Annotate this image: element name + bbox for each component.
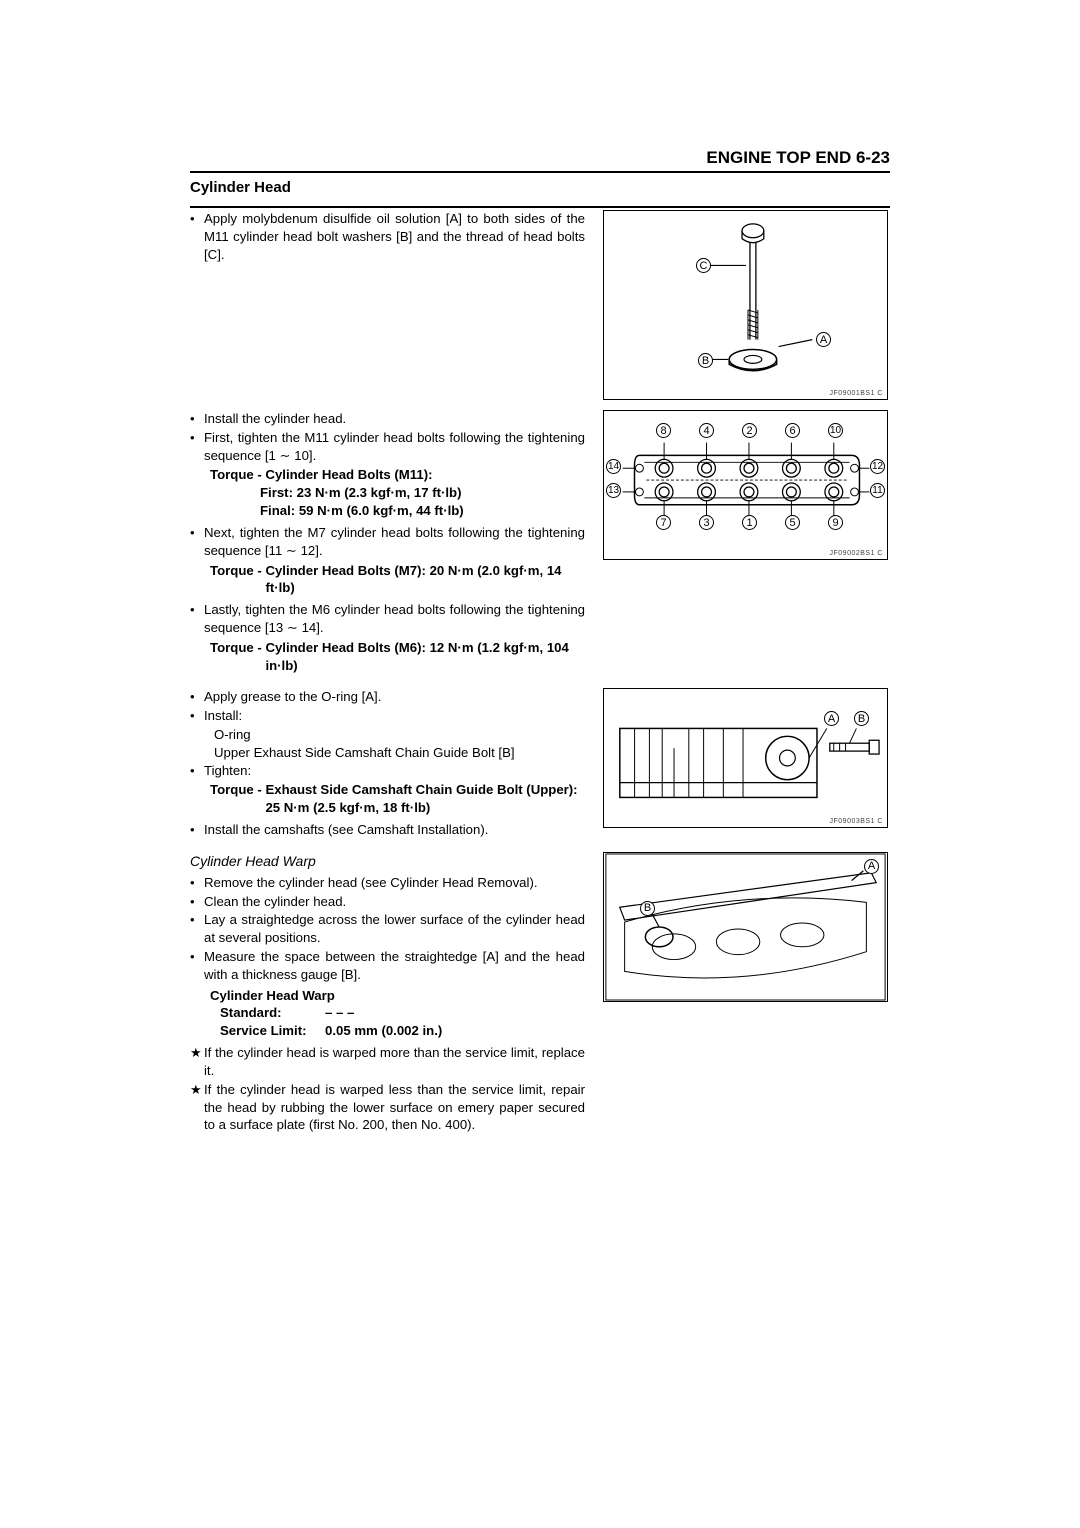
seq-label: 11 — [870, 483, 885, 498]
body-text: Tighten: — [204, 762, 585, 780]
callout-b: B — [640, 901, 655, 916]
seq-label: 1 — [742, 515, 757, 530]
bullet-icon: • — [190, 210, 204, 263]
body-text: First, tighten the M11 cylinder head bol… — [204, 429, 585, 465]
torque-spec: Torque - — [210, 562, 265, 598]
seq-label: 7 — [656, 515, 671, 530]
body-text: If the cylinder head is warped more than… — [204, 1044, 585, 1080]
seq-label: 8 — [656, 423, 671, 438]
body-text: Apply molybdenum disulfide oil solution … — [204, 210, 585, 263]
seq-label: 2 — [742, 423, 757, 438]
seq-label: 4 — [699, 423, 714, 438]
figure-camshaft: A B JF09003BS1 C — [603, 688, 888, 828]
torque-spec: Torque - Cylinder Head Bolts (M11): — [210, 466, 585, 484]
body-text: Apply grease to the O-ring [A]. — [204, 688, 585, 706]
body-text: Lastly, tighten the M6 cylinder head bol… — [204, 601, 585, 637]
callout-c: C — [696, 258, 711, 273]
spec-label: Service Limit: — [220, 1022, 325, 1040]
body-text: Clean the cylinder head. — [204, 893, 585, 911]
seq-label: 14 — [606, 459, 621, 474]
bullet-icon: • — [190, 821, 204, 839]
bullet-icon: • — [190, 762, 204, 780]
torque-spec: Torque - — [210, 781, 265, 817]
callout-a: A — [864, 859, 879, 874]
body-text: Install: — [204, 707, 585, 725]
seq-label: 9 — [828, 515, 843, 530]
bullet-icon: • — [190, 707, 204, 725]
callout-b: B — [698, 353, 713, 368]
figure-sequence: 8 4 2 6 10 7 3 1 5 9 14 13 12 11 JF09002… — [603, 410, 888, 560]
figure-code: JF09002BS1 C — [830, 550, 883, 557]
body-text: Next, tighten the M7 cylinder head bolts… — [204, 524, 585, 560]
seq-label: 12 — [870, 459, 885, 474]
seq-label: 10 — [828, 423, 843, 438]
torque-spec: Cylinder Head Bolts (M6): 12 N·m (1.2 kg… — [265, 639, 585, 675]
seq-label: 5 — [785, 515, 800, 530]
spec-label: Standard: — [220, 1004, 325, 1022]
bullet-icon: • — [190, 429, 204, 465]
figure-bolt: C B A JF09001BS1 C — [603, 210, 888, 400]
torque-spec: Cylinder Head Bolts (M7): 20 N·m (2.0 kg… — [265, 562, 585, 598]
spec-value: 0.05 mm (0.002 in.) — [325, 1022, 442, 1040]
spec-value: – – – — [325, 1004, 354, 1022]
seq-label: 3 — [699, 515, 714, 530]
torque-spec: Final: 59 N·m (6.0 kgf·m, 44 ft·lb) — [260, 502, 585, 520]
section-heading: Cylinder Head — [190, 175, 890, 206]
sub-heading: Cylinder Head Warp — [190, 852, 585, 871]
seq-label: 13 — [606, 483, 621, 498]
body-text: Lay a straightedge across the lower surf… — [204, 911, 585, 947]
body-text: Measure the space between the straighted… — [204, 948, 585, 984]
body-text: If the cylinder head is warped less than… — [204, 1081, 585, 1134]
callout-a: A — [816, 332, 831, 347]
seq-label: 6 — [785, 423, 800, 438]
bullet-icon: • — [190, 893, 204, 911]
body-text: Upper Exhaust Side Camshaft Chain Guide … — [214, 744, 585, 762]
torque-spec: Exhaust Side Camshaft Chain Guide Bolt (… — [265, 781, 585, 817]
bullet-icon: • — [190, 688, 204, 706]
body-text: Install the camshafts (see Camshaft Inst… — [204, 821, 585, 839]
figure-warp: A B — [603, 852, 888, 1002]
bullet-icon: • — [190, 874, 204, 892]
body-text: Install the cylinder head. — [204, 410, 585, 428]
spec-title: Cylinder Head Warp — [210, 987, 585, 1005]
star-icon: ★ — [190, 1081, 204, 1134]
bullet-icon: • — [190, 524, 204, 560]
bullet-icon: • — [190, 911, 204, 947]
bullet-icon: • — [190, 410, 204, 428]
body-text: O-ring — [214, 726, 585, 744]
bullet-icon: • — [190, 601, 204, 637]
figure-code: JF09001BS1 C — [830, 390, 883, 397]
star-icon: ★ — [190, 1044, 204, 1080]
torque-spec: First: 23 N·m (2.3 kgf·m, 17 ft·lb) — [260, 484, 585, 502]
figure-code: JF09003BS1 C — [830, 818, 883, 825]
torque-spec: Torque - — [210, 639, 265, 675]
body-text: Remove the cylinder head (see Cylinder H… — [204, 874, 585, 892]
page-title: ENGINE TOP END 6-23 — [190, 148, 890, 171]
bullet-icon: • — [190, 948, 204, 984]
